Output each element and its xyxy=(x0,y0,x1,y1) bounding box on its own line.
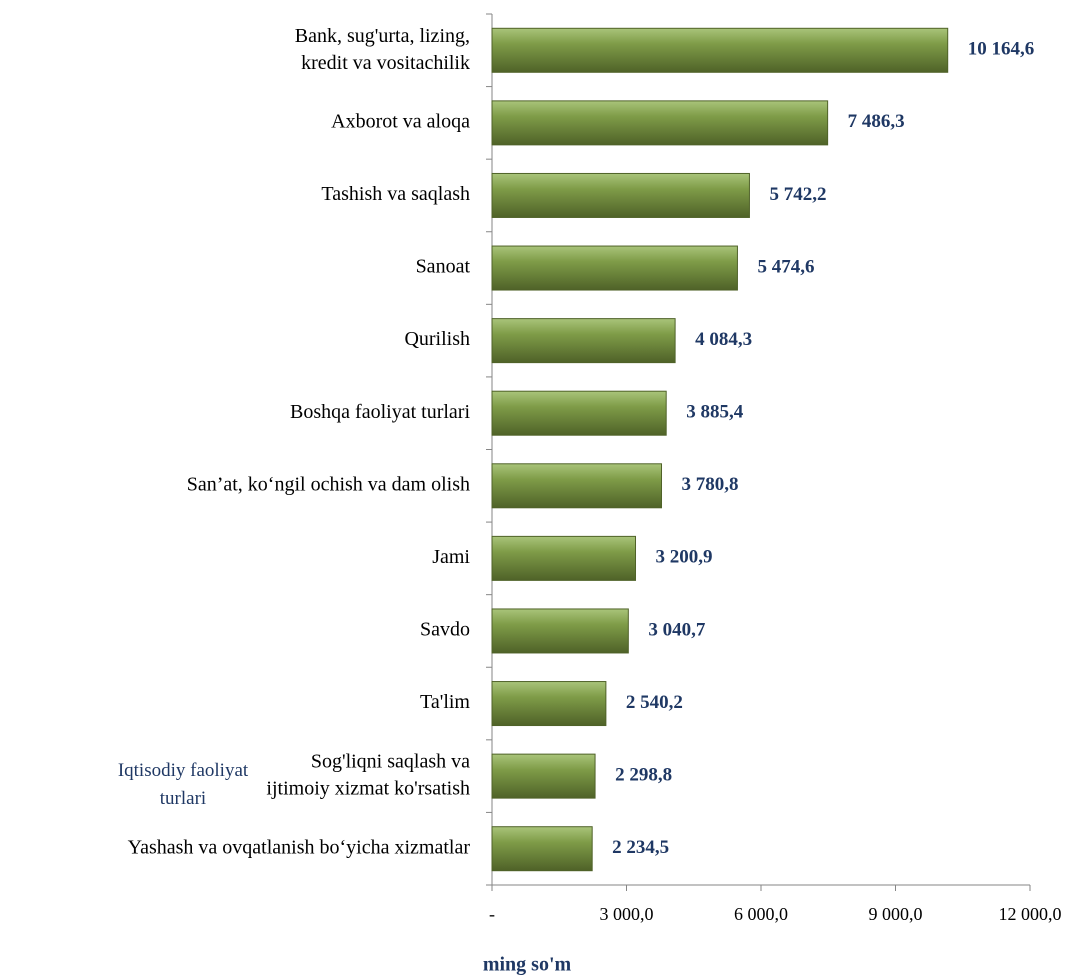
value-label: 3 780,8 xyxy=(682,474,739,495)
bar xyxy=(491,753,596,799)
x-tick-label: - xyxy=(489,904,495,924)
bar xyxy=(491,463,663,509)
y-tick-label: Tashish va saqlash xyxy=(321,183,470,205)
y-tick-label: Qurilish xyxy=(404,328,470,350)
y-tick-label: Savdo xyxy=(420,619,470,641)
value-label: 3 040,7 xyxy=(648,619,706,640)
x-axis-label: ming so'm xyxy=(483,954,572,976)
x-tick-label: 6 000,0 xyxy=(734,904,788,924)
value-label: 3 885,4 xyxy=(686,402,744,423)
bar xyxy=(491,390,667,436)
bar xyxy=(491,608,629,654)
value-label: 10 164,6 xyxy=(968,39,1035,60)
y-tick-label: Axborot va aloqa xyxy=(331,110,470,132)
bar xyxy=(491,245,738,291)
y-tick-label: Sog'liqni saqlash va ijtimoiy xizmat ko'r… xyxy=(266,750,470,799)
x-tick-label: 3 000,0 xyxy=(600,904,654,924)
y-axis-label: Iqtisodiy faoliyat turlari xyxy=(118,760,249,809)
bar xyxy=(491,100,829,146)
bar xyxy=(491,172,750,218)
bar xyxy=(491,535,637,581)
y-tick-label: Sanoat xyxy=(416,256,471,278)
value-label: 4 084,3 xyxy=(695,329,752,350)
bar xyxy=(491,681,607,727)
y-tick-label: Yashash va ovqatlanish bo‘yicha xizmatla… xyxy=(128,836,471,858)
x-tick-label: 9 000,0 xyxy=(869,904,923,924)
value-label: 7 486,3 xyxy=(848,111,905,132)
y-tick-label: Jami xyxy=(432,546,470,568)
value-label: 3 200,9 xyxy=(656,547,713,568)
bar xyxy=(491,318,676,364)
value-label: 2 298,8 xyxy=(615,764,672,785)
bar xyxy=(491,27,949,73)
value-label: 5 742,2 xyxy=(769,184,826,205)
bar xyxy=(491,826,593,872)
x-tick-label: 12 000,0 xyxy=(999,904,1062,924)
y-tick-label: Ta'lim xyxy=(420,691,470,713)
value-label: 2 234,5 xyxy=(612,837,669,858)
value-label: 2 540,2 xyxy=(626,692,683,713)
y-tick-label: San’at, ko‘ngil ochish va dam olish xyxy=(187,473,470,495)
value-label: 5 474,6 xyxy=(757,256,814,277)
y-tick-label: Bank, sug'urta, lizing, kredit va vositac… xyxy=(295,24,470,73)
y-tick-label: Boshqa faoliyat turlari xyxy=(290,401,470,423)
